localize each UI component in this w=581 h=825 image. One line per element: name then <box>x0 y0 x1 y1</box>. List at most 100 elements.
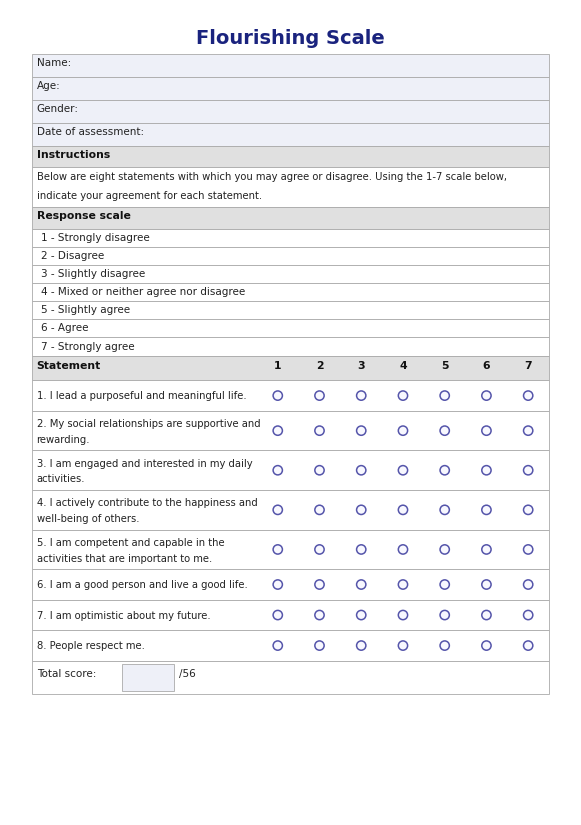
Bar <box>32 600 549 630</box>
Bar <box>32 207 549 229</box>
Bar <box>32 569 549 600</box>
Ellipse shape <box>523 544 533 554</box>
Ellipse shape <box>440 610 449 620</box>
Bar <box>32 54 549 77</box>
Bar <box>32 319 549 337</box>
Bar <box>32 167 549 207</box>
Text: 1 - Strongly disagree: 1 - Strongly disagree <box>41 233 149 243</box>
Bar <box>32 380 549 411</box>
Ellipse shape <box>440 505 449 515</box>
Text: activities that are important to me.: activities that are important to me. <box>37 554 212 563</box>
Ellipse shape <box>523 426 533 436</box>
Bar <box>122 664 174 691</box>
Ellipse shape <box>482 641 491 650</box>
Ellipse shape <box>273 641 282 650</box>
Text: activities.: activities. <box>37 474 85 484</box>
Ellipse shape <box>357 610 366 620</box>
Text: 7: 7 <box>525 361 532 371</box>
Text: 6. I am a good person and live a good life.: 6. I am a good person and live a good li… <box>37 581 248 591</box>
Bar <box>32 265 549 283</box>
Ellipse shape <box>399 580 408 589</box>
Ellipse shape <box>399 391 408 400</box>
Text: Statement: Statement <box>37 361 101 371</box>
Text: Date of assessment:: Date of assessment: <box>37 127 144 137</box>
Ellipse shape <box>315 641 324 650</box>
Bar <box>32 100 549 123</box>
Text: 4. I actively contribute to the happiness and: 4. I actively contribute to the happines… <box>37 498 257 508</box>
Text: /56: /56 <box>179 669 196 679</box>
Ellipse shape <box>273 465 282 475</box>
Ellipse shape <box>273 610 282 620</box>
Text: rewarding.: rewarding. <box>37 435 90 445</box>
Text: 1: 1 <box>274 361 282 371</box>
Ellipse shape <box>523 641 533 650</box>
Ellipse shape <box>482 391 491 400</box>
Bar <box>32 77 549 100</box>
Bar <box>32 530 549 569</box>
Bar <box>32 356 549 380</box>
Ellipse shape <box>273 580 282 589</box>
Ellipse shape <box>357 465 366 475</box>
Text: 4 - Mixed or neither agree nor disagree: 4 - Mixed or neither agree nor disagree <box>41 287 245 297</box>
Bar <box>32 337 549 356</box>
Ellipse shape <box>523 580 533 589</box>
Ellipse shape <box>315 505 324 515</box>
Text: 2 - Disagree: 2 - Disagree <box>41 251 104 261</box>
Ellipse shape <box>523 465 533 475</box>
Text: 3 - Slightly disagree: 3 - Slightly disagree <box>41 269 145 279</box>
Text: 3: 3 <box>357 361 365 371</box>
Text: well-being of others.: well-being of others. <box>37 514 139 524</box>
Text: Gender:: Gender: <box>37 104 78 114</box>
Ellipse shape <box>482 580 491 589</box>
Ellipse shape <box>440 426 449 436</box>
Ellipse shape <box>523 610 533 620</box>
Ellipse shape <box>482 465 491 475</box>
Ellipse shape <box>482 610 491 620</box>
Bar <box>32 229 549 247</box>
Ellipse shape <box>273 544 282 554</box>
Text: 5: 5 <box>441 361 449 371</box>
Text: 8. People respect me.: 8. People respect me. <box>37 642 145 652</box>
Text: 2: 2 <box>315 361 323 371</box>
Ellipse shape <box>273 426 282 436</box>
Bar <box>32 301 549 319</box>
Ellipse shape <box>399 505 408 515</box>
Ellipse shape <box>357 505 366 515</box>
Ellipse shape <box>482 505 491 515</box>
Ellipse shape <box>357 391 366 400</box>
Ellipse shape <box>315 391 324 400</box>
Ellipse shape <box>357 426 366 436</box>
Text: 1. I lead a purposeful and meaningful life.: 1. I lead a purposeful and meaningful li… <box>37 392 246 402</box>
Text: 3. I am engaged and interested in my daily: 3. I am engaged and interested in my dai… <box>37 459 252 469</box>
Bar <box>32 490 549 530</box>
Ellipse shape <box>523 505 533 515</box>
Bar <box>32 411 549 450</box>
Ellipse shape <box>440 391 449 400</box>
Ellipse shape <box>357 580 366 589</box>
Ellipse shape <box>399 641 408 650</box>
Ellipse shape <box>315 580 324 589</box>
Ellipse shape <box>523 391 533 400</box>
Text: Response scale: Response scale <box>37 211 131 221</box>
Ellipse shape <box>440 544 449 554</box>
Text: 5 - Slightly agree: 5 - Slightly agree <box>41 305 130 315</box>
Ellipse shape <box>399 426 408 436</box>
Ellipse shape <box>315 465 324 475</box>
Ellipse shape <box>482 544 491 554</box>
Ellipse shape <box>315 544 324 554</box>
Ellipse shape <box>440 641 449 650</box>
Text: 2. My social relationships are supportive and: 2. My social relationships are supportiv… <box>37 419 260 429</box>
Text: 7 - Strongly agree: 7 - Strongly agree <box>41 342 134 351</box>
Ellipse shape <box>273 391 282 400</box>
Ellipse shape <box>440 465 449 475</box>
Bar <box>32 247 549 265</box>
Bar <box>32 630 549 661</box>
Text: indicate your agreement for each statement.: indicate your agreement for each stateme… <box>37 191 261 200</box>
Ellipse shape <box>399 544 408 554</box>
Text: Below are eight statements with which you may agree or disagree. Using the 1-7 s: Below are eight statements with which yo… <box>37 172 507 182</box>
Bar <box>32 146 549 167</box>
Ellipse shape <box>357 544 366 554</box>
Bar <box>32 450 549 490</box>
Text: Total score:: Total score: <box>37 669 96 679</box>
Bar <box>32 661 549 694</box>
